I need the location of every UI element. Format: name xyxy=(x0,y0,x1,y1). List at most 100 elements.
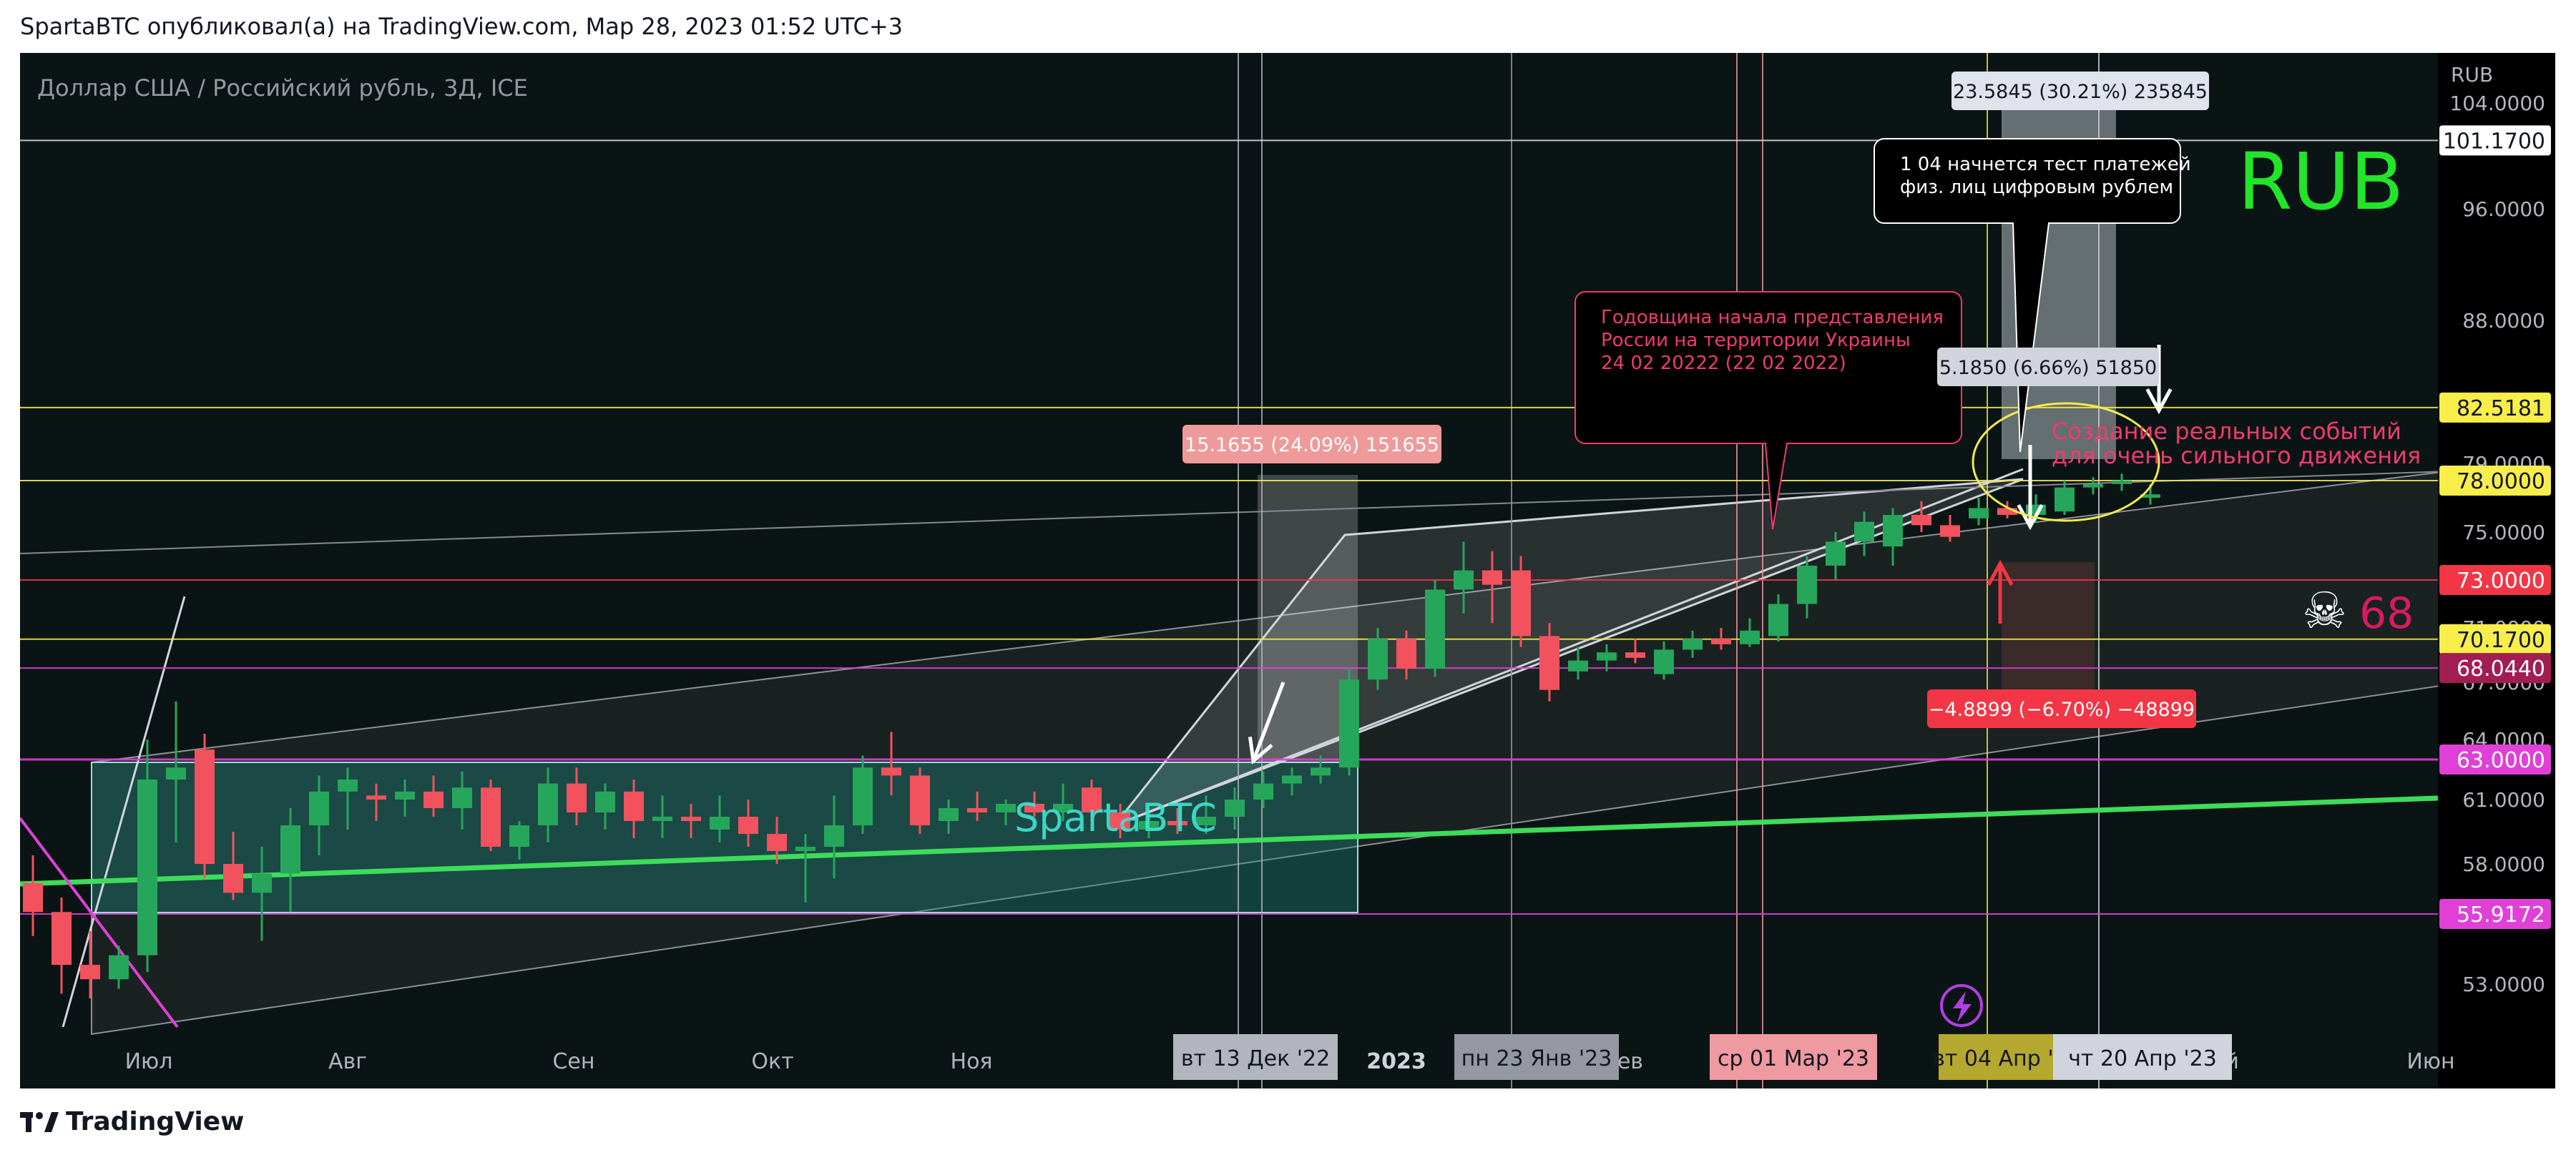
candle-body xyxy=(1711,639,1731,644)
candle-body xyxy=(423,791,444,808)
candle-body xyxy=(738,817,758,834)
candle-body xyxy=(881,767,901,776)
candle-body xyxy=(1568,660,1588,672)
arrow-down-dec-head xyxy=(1248,736,1273,765)
candle-body xyxy=(767,834,787,851)
x-tick-0: Июл xyxy=(125,1049,173,1074)
measure-label-bg-1 xyxy=(1937,348,2159,386)
candle-body xyxy=(853,767,873,825)
candle-body xyxy=(567,783,587,812)
callout-anniversary-line-2: 24 02 20222 (22 02 2022) xyxy=(1601,353,1846,374)
watermark-text: SpartaBTC xyxy=(1014,795,1217,840)
candle-body xyxy=(280,825,300,874)
arrow-down-right-head xyxy=(2145,388,2173,415)
candle-body xyxy=(1597,652,1617,661)
measure-label-2: 23.5845 (30.21%) 235845 xyxy=(1953,81,2208,103)
y-tick-1: 58.0000 xyxy=(2462,852,2545,876)
candle-body xyxy=(2140,494,2160,498)
candle-body xyxy=(910,775,930,825)
candle-body xyxy=(624,791,644,821)
candle-body xyxy=(710,817,730,830)
candle-body xyxy=(195,749,215,864)
price-label-2: 78.0000 xyxy=(2457,469,2545,494)
highlight-ellipse xyxy=(1972,402,2160,522)
skull-count: 68 xyxy=(2359,589,2414,639)
price-label-4: 70.1700 xyxy=(2457,628,2545,653)
candle-body xyxy=(1282,775,1302,784)
date-label-0: вт 13 Дек '22 xyxy=(1181,1046,1330,1071)
candle-body xyxy=(1740,630,1760,644)
candle-body xyxy=(2055,487,2075,512)
candle-body xyxy=(1225,800,1245,817)
candle-body xyxy=(939,808,959,821)
price-label-bg-4 xyxy=(2439,624,2551,654)
candle-body xyxy=(652,817,672,821)
candle-body xyxy=(1854,521,1874,542)
range-box xyxy=(91,762,1358,913)
date-label-bg-4 xyxy=(2053,1034,2232,1080)
price-label-5: 68.0440 xyxy=(2457,657,2545,682)
candle-body xyxy=(1196,817,1216,825)
long-resistance-line xyxy=(20,467,2555,554)
candle-body xyxy=(795,847,816,851)
event-marker-circle xyxy=(1940,984,1983,1027)
callout-digital-ruble-box xyxy=(1874,138,2181,453)
price-label-bg-2 xyxy=(2439,466,2551,496)
candle-body xyxy=(1454,570,1474,590)
candle-body xyxy=(1110,812,1130,830)
price-label-bg-5 xyxy=(2439,653,2551,684)
note-line-1: Создание реальных событий xyxy=(2052,418,2401,445)
x-tick-6: 2023 xyxy=(1366,1049,1426,1074)
arrow-up-red-head xyxy=(1987,559,2014,586)
measure-label-bg-3 xyxy=(1927,689,2196,728)
date-label-4: чт 20 Апр '23 xyxy=(2068,1046,2217,1071)
measure-label-1: 5.1850 (6.66%) 51850 xyxy=(1939,357,2157,379)
usdrub-chart[interactable]: Доллар США / Российский рубль, 3Д, ICE Sp… xyxy=(20,53,2555,1088)
tradingview-logo-icon xyxy=(20,1111,59,1132)
rub-big-label: RUB xyxy=(2238,136,2404,227)
callout-anniversary-box xyxy=(1575,291,1962,530)
candle-body xyxy=(996,804,1016,812)
price-label-1: 82.5181 xyxy=(2457,396,2545,421)
currency-label: RUB xyxy=(2451,63,2493,87)
price-label-3: 73.0000 xyxy=(2457,569,2545,594)
candle-body xyxy=(1797,565,1817,604)
publish-header: SpartaBTC опубликовал(а) на TradingView.… xyxy=(20,13,903,40)
price-axis: RUB53.000058.000061.000064.000067.000071… xyxy=(2438,53,2555,1088)
candle-body xyxy=(967,808,987,812)
candle-body xyxy=(52,912,72,965)
x-tick-2: Сен xyxy=(552,1049,594,1074)
candle-body xyxy=(1539,636,1559,690)
time-axis: ИюлАвгСенОктНояДек2023ФевМайИюнвт 13 Дек… xyxy=(125,1034,2455,1080)
candle-body xyxy=(1082,787,1102,812)
candle-body xyxy=(1883,515,1903,547)
candle-body xyxy=(1940,525,1960,537)
x-tick-3: Окт xyxy=(751,1049,793,1074)
lightning-marker xyxy=(1940,984,1983,1027)
candle-body xyxy=(1253,783,1273,800)
candle-body xyxy=(538,783,558,825)
candle-body xyxy=(1625,652,1645,658)
candle-body xyxy=(109,955,129,980)
y-tick-10: 104.0000 xyxy=(2449,92,2545,115)
candle-body xyxy=(595,791,615,812)
y-tick-0: 53.0000 xyxy=(2462,973,2545,996)
price-label-6: 63.0000 xyxy=(2457,748,2545,773)
candle-body xyxy=(481,787,501,847)
candle-body xyxy=(1969,508,1989,518)
date-label-bg-1 xyxy=(1454,1034,1619,1080)
candle-body xyxy=(1339,679,1359,768)
chart-panel[interactable]: Доллар США / Российский рубль, 3Д, ICE Sp… xyxy=(20,53,2555,1088)
candle-body xyxy=(1654,649,1674,674)
x-tick-1: Авг xyxy=(328,1049,367,1074)
candle-body xyxy=(366,795,386,800)
candle-body xyxy=(1053,804,1073,812)
candle-body xyxy=(1482,570,1502,585)
tradingview-brand: TradingView xyxy=(66,1107,245,1136)
tradingview-logo[interactable]: TradingView xyxy=(20,1107,244,1136)
skull-crossbones-icon: ☠ xyxy=(2302,581,2347,640)
callout-digital-ruble-line-1: физ. лиц цифровым рублем xyxy=(1900,177,2173,198)
measure-box-down xyxy=(2002,562,2095,712)
candle-body xyxy=(252,873,272,893)
